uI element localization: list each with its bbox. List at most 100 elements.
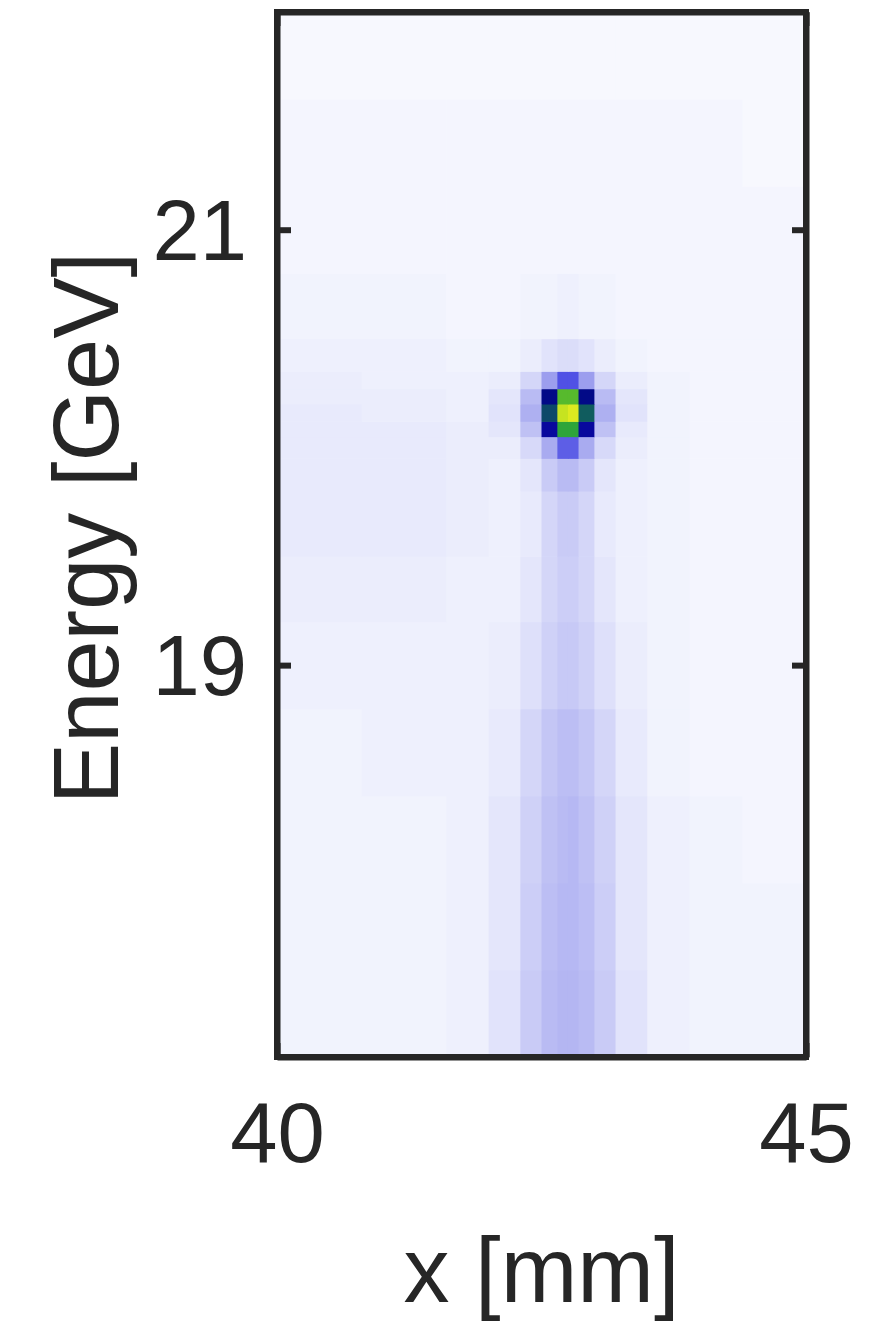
heatmap-cell	[594, 186, 616, 274]
heatmap-cell	[542, 404, 558, 422]
heatmap-cell	[520, 622, 542, 710]
heatmap-cell	[594, 404, 616, 422]
heatmap-cell	[690, 389, 744, 405]
heatmap-cell	[446, 458, 489, 491]
heatmap-cell	[557, 622, 568, 710]
heatmap-cell	[362, 556, 447, 622]
heatmap-cell	[542, 622, 558, 710]
heatmap-cell	[542, 437, 558, 459]
heatmap-cell	[489, 12, 521, 100]
heatmap-cell	[362, 421, 447, 437]
heatmap-cell	[446, 883, 489, 971]
heatmap-cell	[616, 389, 648, 405]
heatmap-cell	[489, 970, 521, 1057]
heatmap-cell	[647, 437, 690, 459]
heatmap-cell	[568, 12, 579, 100]
heatmap-cell	[362, 99, 447, 187]
heatmap-cell	[446, 709, 489, 797]
heatmap-cell	[489, 404, 521, 422]
heatmap-cell	[568, 437, 579, 459]
heatmap-cell	[557, 883, 568, 971]
heatmap-cell	[520, 339, 542, 372]
heatmap-cell	[277, 99, 362, 187]
heatmap-cell	[557, 421, 568, 437]
heatmap-cell	[743, 437, 806, 459]
heatmap-cell	[362, 458, 447, 491]
heatmap-cell	[594, 12, 616, 100]
heatmap-cell	[690, 12, 744, 100]
heatmap-cell	[616, 404, 648, 422]
heatmap-cell	[647, 883, 690, 971]
heatmap-cell	[579, 389, 595, 405]
heatmap-cell	[446, 99, 489, 187]
tick-label: 21	[152, 183, 247, 278]
heatmap-cell	[743, 970, 806, 1057]
heatmap-cell	[489, 99, 521, 187]
heatmap-cell	[579, 437, 595, 459]
heatmap-cell	[579, 491, 595, 557]
heatmap-cell	[542, 796, 558, 884]
heatmap-cell	[616, 12, 648, 100]
heatmap-cell	[743, 186, 806, 274]
heatmap-cell	[277, 709, 362, 797]
heatmap-cell	[647, 273, 690, 339]
heatmap-cell	[520, 458, 542, 491]
heatmap-cell	[647, 970, 690, 1057]
heatmap-cell	[690, 458, 744, 491]
heatmap-cell	[542, 273, 558, 339]
heatmap-cell	[743, 883, 806, 971]
heatmap-cell	[362, 273, 447, 339]
heatmap-cell	[446, 622, 489, 710]
heatmap-cell	[594, 970, 616, 1057]
heatmap-cell	[568, 186, 579, 274]
heatmap-cell	[489, 556, 521, 622]
heatmap-cell	[690, 273, 744, 339]
heatmap-cell	[690, 371, 744, 389]
heatmap-cell	[647, 99, 690, 187]
heatmap-cell	[647, 796, 690, 884]
heatmap-cell	[690, 883, 744, 971]
heatmap-cell	[690, 404, 744, 422]
heatmap-cell	[594, 421, 616, 437]
heatmap-cell	[362, 883, 447, 971]
heatmap-cell	[579, 12, 595, 100]
heatmap-cell	[616, 796, 648, 884]
heatmap-cell	[446, 371, 489, 389]
heatmap-cell	[489, 273, 521, 339]
tick: 21	[152, 183, 291, 278]
heatmap-cell	[277, 371, 362, 389]
heatmap-cell	[542, 491, 558, 557]
heatmap-cell	[489, 389, 521, 405]
heatmap-cell	[557, 556, 568, 622]
heatmap-cell	[489, 796, 521, 884]
heatmap-cell	[277, 273, 362, 339]
heatmap-cell	[277, 186, 362, 274]
heatmap-cell	[594, 99, 616, 187]
heatmap-cell	[579, 339, 595, 372]
heatmap-cell	[690, 709, 744, 797]
heatmap-cell	[557, 186, 568, 274]
heatmap-cell	[579, 371, 595, 389]
heatmap-cell	[568, 622, 579, 710]
heatmap-cell	[690, 622, 744, 710]
heatmap-cell	[743, 796, 806, 884]
heatmap-cell	[647, 371, 690, 389]
heatmap-cell	[557, 273, 568, 339]
chart: 19214045x [mm]Energy [GeV]	[0, 0, 870, 1326]
heatmap-cell	[743, 12, 806, 100]
heatmap-cell	[520, 12, 542, 100]
heatmap-cell	[446, 491, 489, 557]
heatmap-cell	[520, 437, 542, 459]
heatmap-cell	[362, 709, 447, 797]
x-axis: 4045	[230, 1043, 854, 1180]
heatmap-cell	[568, 709, 579, 797]
heatmap-cell	[594, 458, 616, 491]
heatmap-cell	[277, 339, 362, 372]
heatmap-cell	[616, 458, 648, 491]
heatmap-cell	[277, 883, 362, 971]
heatmap-cell	[557, 339, 568, 372]
heatmap-cell	[277, 389, 362, 405]
heatmap-cell	[579, 970, 595, 1057]
heatmap-cell	[542, 883, 558, 971]
heatmap-cell	[489, 339, 521, 372]
